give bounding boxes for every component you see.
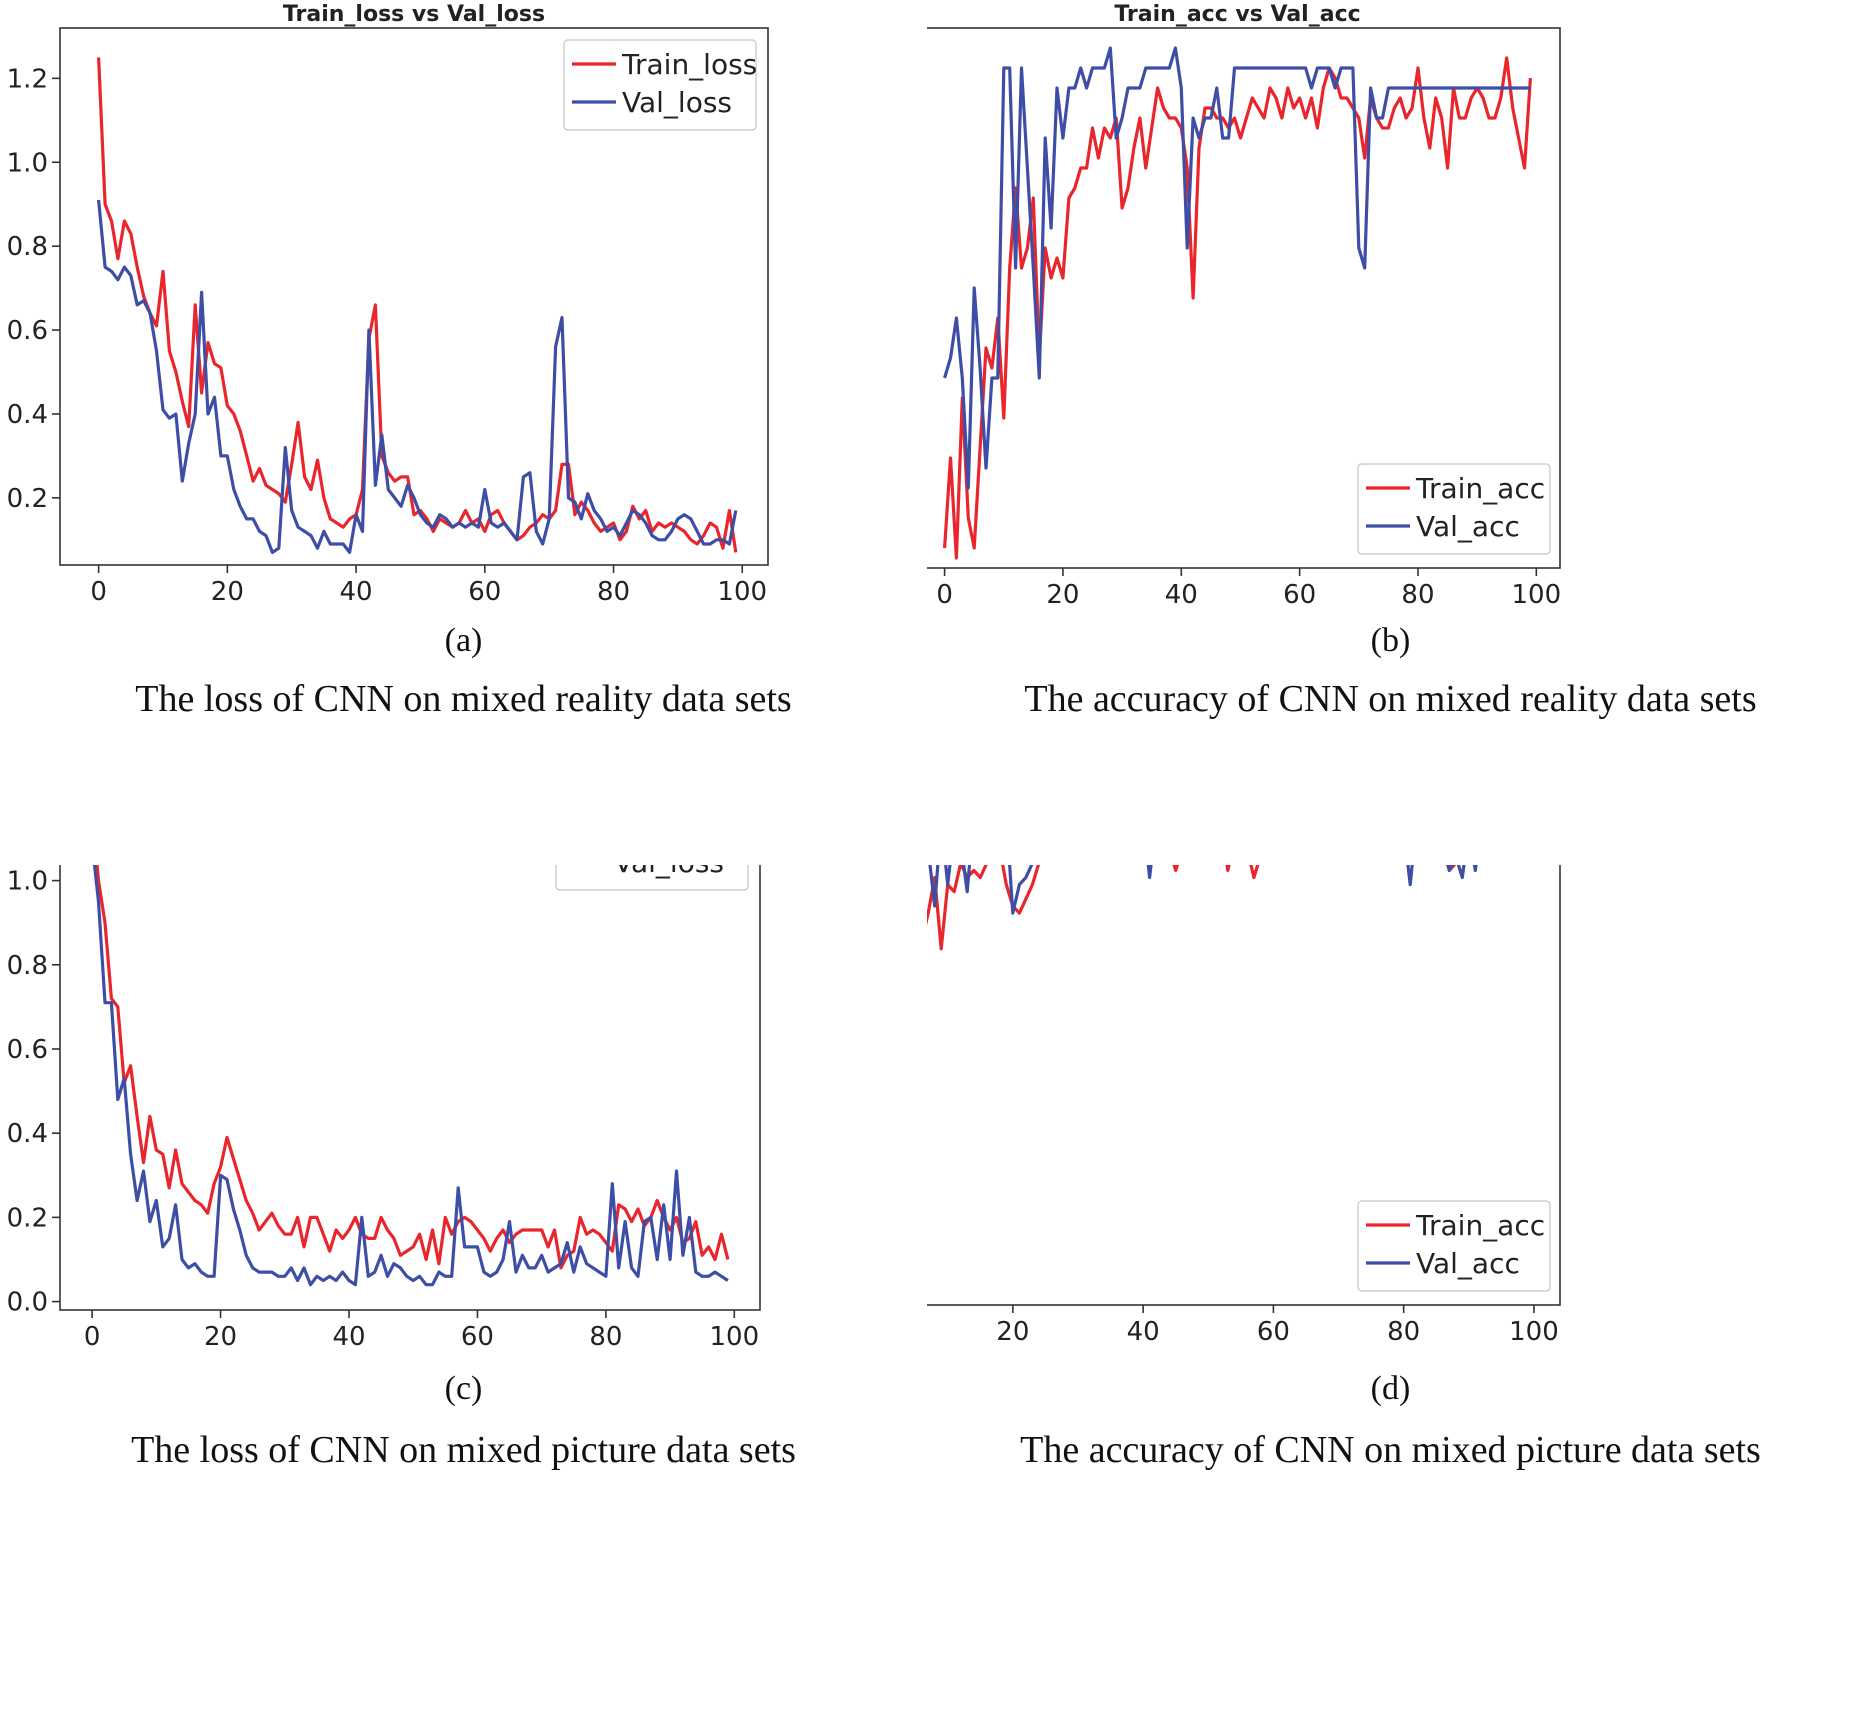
x-tick-label: 100 [1509,1317,1559,1347]
chart-a: Train_loss vs Val_loss 0 20 40 60 80 100 0.2 0.4… [7,2,769,607]
y-tick-label: 0.2 [7,484,48,514]
series-line-train-loss [95,865,730,1270]
x-tick-label: 100 [1512,580,1562,610]
x-tick-label: 20 [1046,580,1079,610]
panel-caption-a: The loss of CNN on mixed reality data se… [135,678,792,720]
x-tick-label: 100 [717,577,767,607]
y-tick-label: 0.8 [7,232,48,262]
x-tick-label: 100 [709,1322,759,1352]
x-tick-label: 80 [589,1322,622,1352]
y-tick-label: 0.4 [7,1119,48,1149]
x-tick-label: 40 [1165,580,1198,610]
y-tick-label: 0.8 [7,951,48,981]
x-tick-label: 60 [1257,1317,1290,1347]
x-tick-label: 0 [936,580,953,610]
series-line-val-acc [943,46,1531,490]
x-tick-label: 80 [1401,580,1434,610]
panel-caption-c: The loss of CNN on mixed picture data se… [131,1429,796,1471]
legend-label: Val_acc [1416,1247,1520,1280]
panel-a: Train_loss vs Val_loss 0 20 40 60 80 100 0.2 0.4… [0,0,927,865]
panel-label-d: (d) [1370,1370,1411,1407]
x-tick-label: 20 [211,577,244,607]
x-tick-label: 60 [1283,580,1316,610]
x-tick-label: 60 [461,1322,494,1352]
legend: Train_acc Val_acc [1357,1200,1551,1292]
chart-d: Train_acc vs Val_acc0204060801000.40.50.… [927,865,1561,1347]
panel-caption-d: The accuracy of CNN on mixed picture dat… [1020,1429,1761,1471]
x-tick-label: 20 [996,1317,1029,1347]
chart-title: Train_acc vs Val_acc [1114,2,1360,27]
legend-label: Train_acc [1415,472,1545,505]
panel-label-a: (a) [444,622,483,659]
y-tick-label: 0.2 [7,1203,48,1233]
series-line-train-loss [97,57,738,553]
panel-caption-b: The accuracy of CNN on mixed reality dat… [1024,678,1757,720]
x-tick-label: 80 [597,577,630,607]
panel-b: Train_acc vs Val_acc0204060801000.50.60.… [927,0,1854,865]
y-tick-label: 0.6 [7,316,48,346]
series-line-val-loss [97,199,738,555]
panel-c: Train_loss vs Val_loss0204060801000.00.2… [0,865,927,1730]
legend-label: Val_loss [614,865,724,879]
panel-label-b: (b) [1370,622,1411,659]
x-tick-label: 40 [332,1322,365,1352]
x-tick-label: 20 [204,1322,237,1352]
legend: Train_loss Val_loss [563,39,757,131]
chart-b: Train_acc vs Val_acc0204060801000.50.60.… [927,2,1562,610]
x-tick-label: 0 [90,577,107,607]
y-tick-label: 0.0 [7,1288,48,1318]
panel-label-c: (c) [444,1370,483,1407]
y-tick-label: 1.0 [7,148,48,178]
series-line-val-loss [92,865,729,1287]
legend-label: Val_loss [622,86,732,119]
x-tick-label: 40 [1127,1317,1160,1347]
legend-label: Train_acc [1415,1209,1545,1242]
legend-label: Train_loss [621,48,757,81]
y-tick-label: 1.2 [7,64,48,94]
y-tick-label: 1.0 [7,867,48,897]
chart-title: Train_loss vs Val_loss [283,2,545,27]
chart-c: Train_loss vs Val_loss0204060801000.00.2… [7,865,761,1352]
plot-frame [927,27,1561,569]
x-tick-label: 40 [340,577,373,607]
y-tick-label: 0.4 [7,400,48,430]
panel-d: Train_acc vs Val_acc0204060801000.40.50.… [927,865,1854,1730]
plot-frame [927,865,1561,1306]
x-tick-label: 60 [468,577,501,607]
legend-label: Val_acc [1416,510,1520,543]
x-tick-label: 0 [84,1322,101,1352]
legend: Train_acc Val_acc [1357,463,1551,555]
x-tick-label: 80 [1387,1317,1420,1347]
y-tick-label: 0.6 [7,1035,48,1065]
legend-box [555,865,749,891]
plot-frame [59,27,769,566]
